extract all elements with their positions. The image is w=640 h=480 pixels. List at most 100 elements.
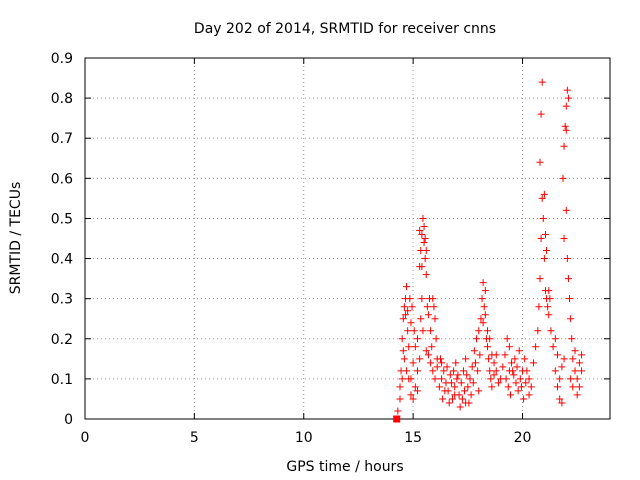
data-point	[422, 271, 430, 279]
data-point	[490, 359, 498, 367]
data-point	[421, 235, 429, 242]
data-point	[538, 78, 546, 86]
data-point	[396, 395, 404, 403]
data-point	[578, 351, 586, 359]
data-point	[505, 343, 513, 351]
data-point	[532, 343, 540, 351]
data-point	[405, 343, 413, 351]
data-point	[475, 387, 483, 395]
data-point	[484, 327, 491, 335]
data-point	[536, 158, 544, 166]
y-tick-label: 0.5	[51, 211, 73, 227]
data-point	[520, 395, 528, 403]
x-axis-label: GPS time / hours	[286, 459, 403, 475]
data-point	[467, 391, 475, 399]
data-point	[537, 235, 545, 242]
data-point	[459, 367, 467, 375]
data-point	[475, 327, 483, 335]
data-point	[422, 347, 430, 355]
data-point	[414, 367, 421, 375]
data-point	[481, 311, 489, 319]
data-point	[479, 319, 487, 327]
y-tick-label: 0.1	[51, 372, 73, 388]
data-point	[571, 347, 579, 355]
data-point	[486, 367, 494, 375]
data-point	[578, 367, 586, 375]
data-point	[440, 367, 448, 375]
data-point	[407, 391, 415, 399]
data-point	[454, 371, 462, 379]
data-point	[463, 371, 471, 379]
data-point	[521, 355, 529, 363]
data-point	[525, 375, 533, 383]
data-points	[393, 78, 586, 423]
data-point	[558, 399, 566, 407]
data-point	[416, 226, 424, 234]
data-point	[447, 379, 455, 387]
data-point	[436, 355, 444, 363]
data-point	[516, 375, 524, 383]
data-point	[449, 395, 456, 403]
data-point	[549, 343, 557, 351]
tick-labels: 0 0.1 0.2 0.3 0.4 0.5 0.6 0.7 0.8 0.9 0 5 10 15 20	[51, 51, 532, 446]
data-point	[418, 263, 426, 271]
data-point	[451, 383, 459, 391]
data-point	[504, 383, 512, 391]
data-point	[400, 303, 408, 311]
data-point	[556, 375, 564, 383]
data-point	[422, 247, 430, 255]
data-point	[443, 363, 451, 371]
data-point	[458, 395, 466, 403]
data-point	[427, 359, 435, 367]
data-point	[451, 391, 459, 399]
data-point	[420, 222, 428, 230]
data-point	[423, 303, 431, 311]
data-point	[539, 214, 547, 222]
data-point	[479, 279, 487, 287]
data-point	[567, 375, 575, 383]
data-point	[536, 275, 544, 283]
data-point	[409, 395, 417, 403]
data-point	[464, 383, 472, 391]
data-point	[547, 327, 555, 335]
data-point	[562, 206, 570, 214]
data-point	[501, 351, 509, 359]
data-point	[527, 383, 535, 391]
data-point	[406, 295, 414, 303]
data-point	[398, 375, 406, 383]
data-point	[554, 351, 561, 359]
data-point	[569, 355, 577, 363]
data-point	[414, 387, 421, 395]
data-point	[543, 247, 551, 255]
data-point	[410, 327, 418, 335]
data-point	[545, 311, 553, 319]
data-point	[514, 387, 522, 395]
data-point	[545, 287, 553, 295]
data-point	[563, 255, 571, 263]
data-point	[452, 359, 460, 367]
data-point	[517, 383, 525, 391]
data-point	[551, 335, 559, 343]
data-point	[569, 383, 577, 391]
data-point	[404, 327, 412, 335]
data-point	[474, 367, 482, 375]
data-point	[534, 327, 542, 335]
data-point	[403, 367, 411, 375]
data-point	[492, 367, 500, 375]
data-point	[551, 367, 559, 375]
data-point	[560, 355, 568, 363]
data-point	[466, 375, 474, 383]
data-point	[535, 303, 543, 311]
data-point	[563, 86, 571, 94]
data-point	[492, 351, 500, 359]
data-point	[546, 295, 554, 303]
data-point	[481, 287, 489, 295]
data-point	[439, 395, 447, 403]
data-point	[562, 102, 570, 110]
data-point	[564, 275, 572, 283]
data-point	[398, 335, 406, 343]
data-point	[396, 383, 404, 391]
data-point	[566, 295, 574, 303]
data-point	[456, 403, 464, 411]
